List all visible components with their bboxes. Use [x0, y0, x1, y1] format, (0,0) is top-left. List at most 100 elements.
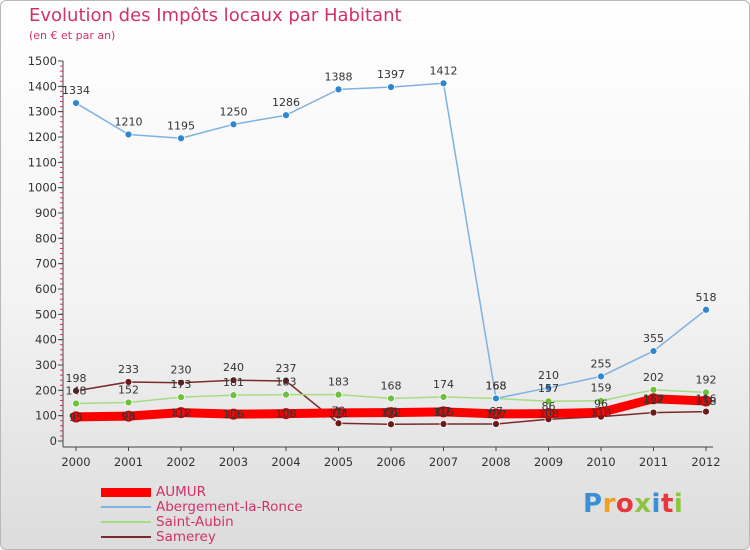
x-tick-label: 2010: [586, 455, 615, 469]
data-label: 148: [66, 385, 87, 398]
data-point: [229, 120, 238, 129]
data-point: [544, 383, 553, 392]
y-tick-label: 100: [35, 409, 57, 423]
data-point: [595, 406, 607, 418]
data-label: 233: [118, 363, 139, 376]
data-label: 157: [538, 382, 559, 395]
data-label: 237: [276, 362, 297, 375]
y-tick-label: 700: [35, 257, 57, 271]
y-tick-label: 300: [35, 358, 57, 372]
data-point: [334, 390, 343, 399]
data-point: [70, 411, 82, 423]
data-label: 95: [69, 411, 83, 424]
data-label: 168: [381, 379, 402, 392]
data-label: 1210: [115, 115, 143, 128]
data-label: 112: [381, 407, 402, 420]
data-label: 108: [538, 408, 559, 421]
legend-label: Abergement-la-Ronce: [156, 499, 303, 515]
data-label: 152: [118, 383, 139, 396]
y-tick-label: 0: [50, 434, 57, 448]
data-point: [124, 378, 133, 386]
data-label: 168: [486, 379, 507, 392]
data-label: 96: [594, 398, 608, 411]
x-tick-label: 2003: [219, 455, 248, 469]
data-label: 113: [591, 406, 612, 419]
x-tick-label: 2011: [639, 455, 668, 469]
data-point: [700, 395, 712, 407]
data-label: 116: [696, 393, 717, 406]
data-label: 1397: [377, 68, 405, 81]
data-point: [228, 408, 239, 420]
data-point: [282, 377, 290, 385]
data-label: 108: [276, 408, 297, 421]
data-label: 355: [643, 332, 664, 345]
data-point: [123, 410, 134, 422]
data-point: [702, 407, 710, 416]
data-label: 112: [643, 394, 664, 407]
chart-title: Evolution des Impôts locaux par Habitant: [29, 5, 402, 26]
data-point: [649, 408, 658, 417]
data-label: 111: [328, 407, 349, 420]
data-label: 67: [437, 405, 451, 418]
legend-swatch: [101, 488, 151, 497]
data-label: 181: [223, 376, 244, 389]
data-label: 159: [591, 382, 612, 395]
data-point: [490, 408, 502, 420]
logo-letter: x: [634, 489, 652, 519]
data-point: [124, 130, 133, 139]
data-point: [492, 420, 500, 428]
data-point: [439, 79, 448, 88]
data-point: [439, 420, 448, 428]
data-point: [333, 407, 344, 419]
data-label: 198: [66, 372, 87, 385]
data-point: [334, 85, 343, 94]
data-label: 112: [171, 407, 192, 420]
data-label: 202: [643, 371, 664, 384]
data-point: [543, 408, 554, 420]
data-point: [597, 396, 605, 405]
legend-label: AUMUR: [156, 484, 207, 500]
legend-swatch: [101, 536, 151, 538]
data-label: 1388: [325, 70, 353, 83]
data-label: 106: [223, 408, 244, 421]
data-label: 66: [384, 405, 398, 418]
x-tick-label: 2008: [481, 455, 510, 469]
chart-subtitle: (en € et par an): [29, 29, 116, 42]
logo-letter: t: [660, 489, 674, 519]
data-label: 210: [538, 369, 559, 382]
data-point: [387, 420, 395, 429]
x-tick-label: 2009: [534, 455, 563, 469]
data-label: 168: [486, 379, 507, 392]
x-tick-label: 2001: [114, 455, 143, 469]
data-point: [229, 376, 238, 385]
data-label: 173: [171, 378, 192, 391]
data-label: 183: [276, 376, 297, 389]
logo-letter: i: [651, 489, 661, 519]
data-label: 107: [486, 408, 507, 421]
data-label: 67: [489, 405, 503, 418]
data-point: [385, 407, 397, 419]
y-tick-label: 1100: [28, 155, 57, 169]
data-label: 183: [328, 376, 349, 389]
data-point: [72, 399, 80, 408]
proxiti-logo: Proxiti: [583, 489, 683, 519]
data-label: 158: [696, 395, 717, 408]
data-label: 1334: [62, 84, 90, 97]
data-point: [387, 83, 395, 91]
y-tick-label: 1000: [28, 181, 57, 195]
data-label: 98: [122, 410, 136, 423]
data-point: [229, 391, 238, 400]
data-point: [177, 393, 185, 402]
data-point: [334, 419, 343, 428]
legend-label: Samerey: [156, 529, 216, 545]
legend-swatch: [101, 506, 151, 508]
data-label: 1195: [167, 119, 195, 132]
logo-letter: r: [602, 489, 616, 519]
y-tick-label: 800: [35, 231, 57, 245]
data-point: [177, 378, 185, 387]
x-tick-label: 2012: [691, 455, 720, 469]
y-tick-label: 1300: [28, 105, 57, 119]
x-tick-label: 2004: [271, 455, 300, 469]
data-point: [175, 407, 187, 419]
